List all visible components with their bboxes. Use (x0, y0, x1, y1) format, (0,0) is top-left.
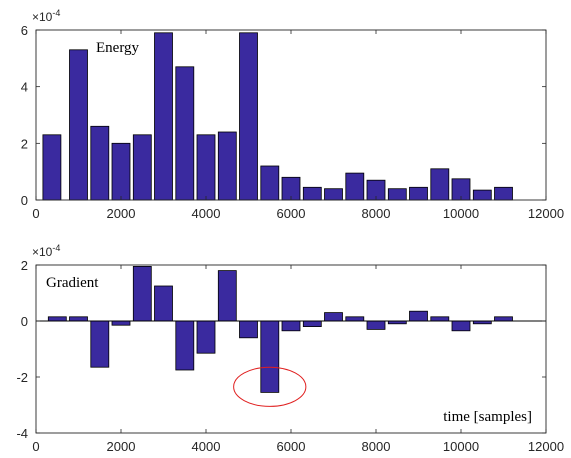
bar (324, 312, 343, 322)
y-tick-label: 4 (21, 80, 28, 95)
y-tick-label: 0 (21, 193, 28, 208)
bar (430, 316, 450, 322)
bar (281, 320, 301, 332)
bar (494, 186, 513, 201)
bar (196, 134, 216, 201)
bar (387, 188, 407, 201)
bar (324, 188, 343, 201)
bar (154, 32, 173, 201)
bar (69, 316, 88, 322)
highlight-ellipse (233, 366, 307, 407)
bar (345, 172, 365, 201)
bar (260, 320, 280, 393)
bar (90, 320, 110, 368)
bar (217, 270, 237, 322)
y-exponent-base: ×10 (32, 10, 53, 24)
y-exponent-label: ×10-4 (32, 243, 60, 259)
x-tick-label: 6000 (277, 439, 306, 454)
x-tick-label: 0 (32, 439, 39, 454)
energy-chart: 0 2000 4000 6000 8000 10000 12000 0 2 4 6 ×10-4 Ener… (21, 8, 564, 221)
bar (345, 316, 365, 322)
bar (69, 49, 88, 201)
bar (239, 32, 258, 201)
x-tick-label: 4000 (192, 439, 221, 454)
y-tick-label: -2 (16, 370, 28, 385)
bar (409, 310, 428, 322)
x-tick-label: 10000 (443, 439, 479, 454)
plot-area (36, 265, 546, 433)
y-tick-label: 6 (21, 23, 28, 38)
bar (90, 125, 110, 201)
x-tick-label: 10000 (443, 206, 479, 221)
bar (239, 320, 258, 339)
bar (42, 134, 62, 201)
bar (154, 285, 173, 322)
y-tick-label: -4 (16, 426, 28, 441)
x-tick-label: 12000 (528, 206, 564, 221)
bar (47, 316, 67, 322)
bar (430, 168, 450, 201)
bar (260, 165, 280, 201)
y-exponent-power: -4 (52, 243, 60, 253)
y-tick-label: 0 (21, 314, 28, 329)
bar (302, 320, 322, 327)
gradient-chart: 0 2000 4000 6000 8000 10000 12000-4-202×10-4Gr… (16, 243, 564, 454)
x-tick-label: 6000 (277, 206, 306, 221)
annotation-text: Gradient (46, 275, 99, 291)
bar (494, 316, 513, 322)
bar (175, 320, 195, 371)
annotation-text: Energy (96, 40, 140, 56)
y-exponent-power: -4 (52, 8, 60, 18)
x-tick-label: 0 (32, 206, 39, 221)
x-tick-label: 2000 (107, 439, 136, 454)
y-exponent-base: ×10 (32, 245, 53, 259)
y-tick-label: 2 (21, 136, 28, 151)
bar (196, 320, 216, 354)
bar (451, 320, 471, 332)
x-tick-label: 2000 (107, 206, 136, 221)
bar (175, 66, 195, 201)
x-tick-label: 4000 (192, 206, 221, 221)
x-tick-label: 8000 (362, 439, 391, 454)
bar (472, 189, 492, 201)
bar (132, 265, 152, 322)
x-tick-label: 12000 (528, 439, 564, 454)
y-tick-label: 2 (21, 258, 28, 273)
bar (111, 142, 131, 201)
x-tick-label: 8000 (362, 206, 391, 221)
bar (302, 186, 322, 201)
bar (409, 186, 428, 201)
bar (111, 320, 131, 326)
bar (366, 320, 386, 330)
bar (132, 134, 152, 201)
y-exponent-label: ×10-4 (32, 8, 60, 24)
bar (217, 131, 237, 201)
x-axis-label: time [samples] (443, 409, 532, 425)
